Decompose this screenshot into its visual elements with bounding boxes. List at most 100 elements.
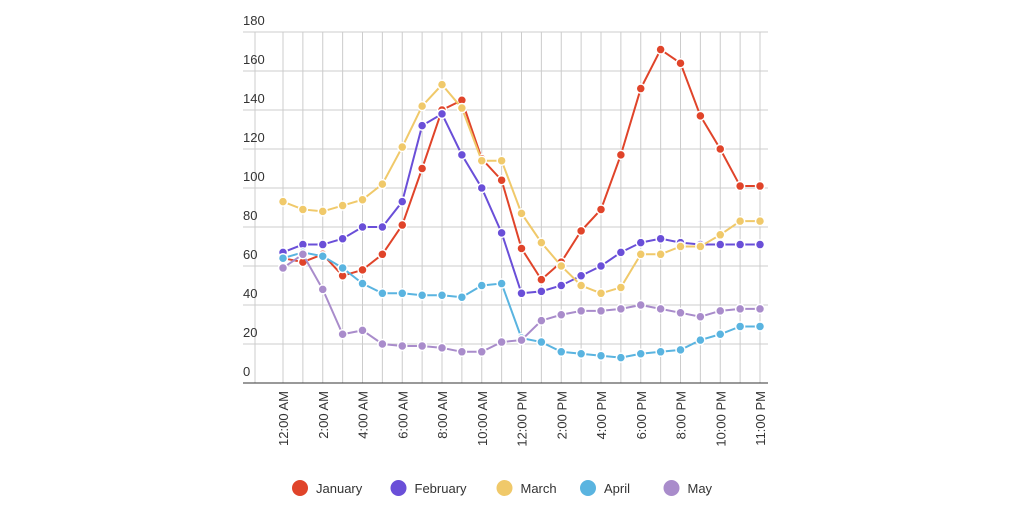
point (675, 344, 686, 356)
point (317, 239, 328, 250)
point (516, 243, 527, 254)
point (496, 278, 507, 289)
x-tick-label: 8:00 AM (435, 391, 450, 439)
point (496, 227, 507, 239)
point (556, 280, 567, 291)
legend-swatch (390, 480, 407, 496)
point (357, 264, 368, 276)
point (695, 334, 706, 346)
x-tick-label: 12:00 AM (276, 391, 291, 446)
point (397, 141, 408, 153)
point (575, 280, 587, 291)
point (377, 221, 388, 233)
point (337, 262, 348, 274)
point (536, 274, 547, 285)
point (675, 307, 686, 319)
point (615, 303, 627, 315)
x-tick-label: 10:00 PM (713, 391, 728, 447)
point (575, 225, 587, 237)
point (635, 299, 646, 311)
x-tick-label: 2:00 PM (554, 391, 569, 439)
point (397, 288, 408, 299)
point (277, 252, 289, 264)
y-tick-label: 160 (243, 52, 265, 67)
point (734, 321, 746, 332)
point (575, 348, 587, 359)
point (317, 206, 328, 217)
point (695, 241, 706, 252)
legend-swatch (292, 480, 308, 496)
x-tick-label: 12:00 PM (515, 391, 530, 447)
y-tick-label: 140 (243, 91, 265, 106)
point (615, 149, 627, 161)
point (397, 219, 408, 231)
y-tick-label: 120 (243, 130, 265, 145)
point (655, 249, 666, 260)
legend-label: February (415, 481, 468, 496)
point (635, 83, 646, 94)
point (655, 303, 666, 315)
point (615, 352, 627, 363)
point (655, 346, 666, 358)
point (536, 237, 547, 248)
point (416, 120, 428, 131)
point (595, 288, 607, 299)
point (456, 346, 468, 358)
point (675, 57, 686, 69)
point (377, 288, 388, 299)
point (476, 280, 487, 291)
y-tick-label: 0 (243, 364, 250, 379)
legend-swatch (663, 480, 680, 496)
point (754, 321, 766, 332)
point (436, 290, 448, 301)
point (416, 163, 428, 174)
point (536, 336, 547, 348)
point (297, 204, 309, 215)
point (595, 305, 607, 317)
point (715, 239, 726, 250)
point (337, 329, 348, 340)
point (397, 340, 408, 352)
legend-swatch (580, 480, 596, 496)
point (496, 174, 507, 186)
point (516, 288, 527, 299)
point (635, 237, 646, 248)
point (655, 44, 666, 55)
point (516, 334, 527, 346)
x-tick-label: 11:00 PM (753, 391, 768, 446)
legend-label: January (316, 481, 363, 496)
point (476, 182, 487, 194)
point (556, 260, 567, 272)
point (754, 303, 766, 315)
point (456, 291, 468, 303)
legend-label: March (521, 481, 557, 496)
y-tick-label: 60 (243, 247, 257, 262)
point (416, 290, 428, 301)
point (734, 303, 746, 315)
y-tick-label: 80 (243, 208, 257, 223)
point (734, 239, 746, 250)
legend-label: May (688, 481, 713, 496)
point (675, 241, 686, 252)
point (536, 286, 547, 297)
x-tick-label: 4:00 PM (594, 391, 609, 439)
point (615, 247, 627, 258)
point (575, 305, 587, 317)
y-tick-label: 20 (243, 325, 257, 340)
point (536, 315, 547, 326)
point (754, 180, 766, 192)
x-tick-label: 2:00 AM (316, 391, 331, 439)
point (436, 342, 448, 354)
point (357, 194, 368, 205)
point (377, 249, 388, 260)
point (496, 336, 507, 348)
point (595, 350, 607, 361)
point (456, 149, 468, 161)
point (754, 215, 766, 227)
point (357, 325, 368, 336)
point (734, 180, 746, 192)
point (397, 196, 408, 207)
x-tick-label: 10:00 AM (475, 391, 490, 446)
point (595, 204, 607, 215)
point (436, 108, 448, 120)
